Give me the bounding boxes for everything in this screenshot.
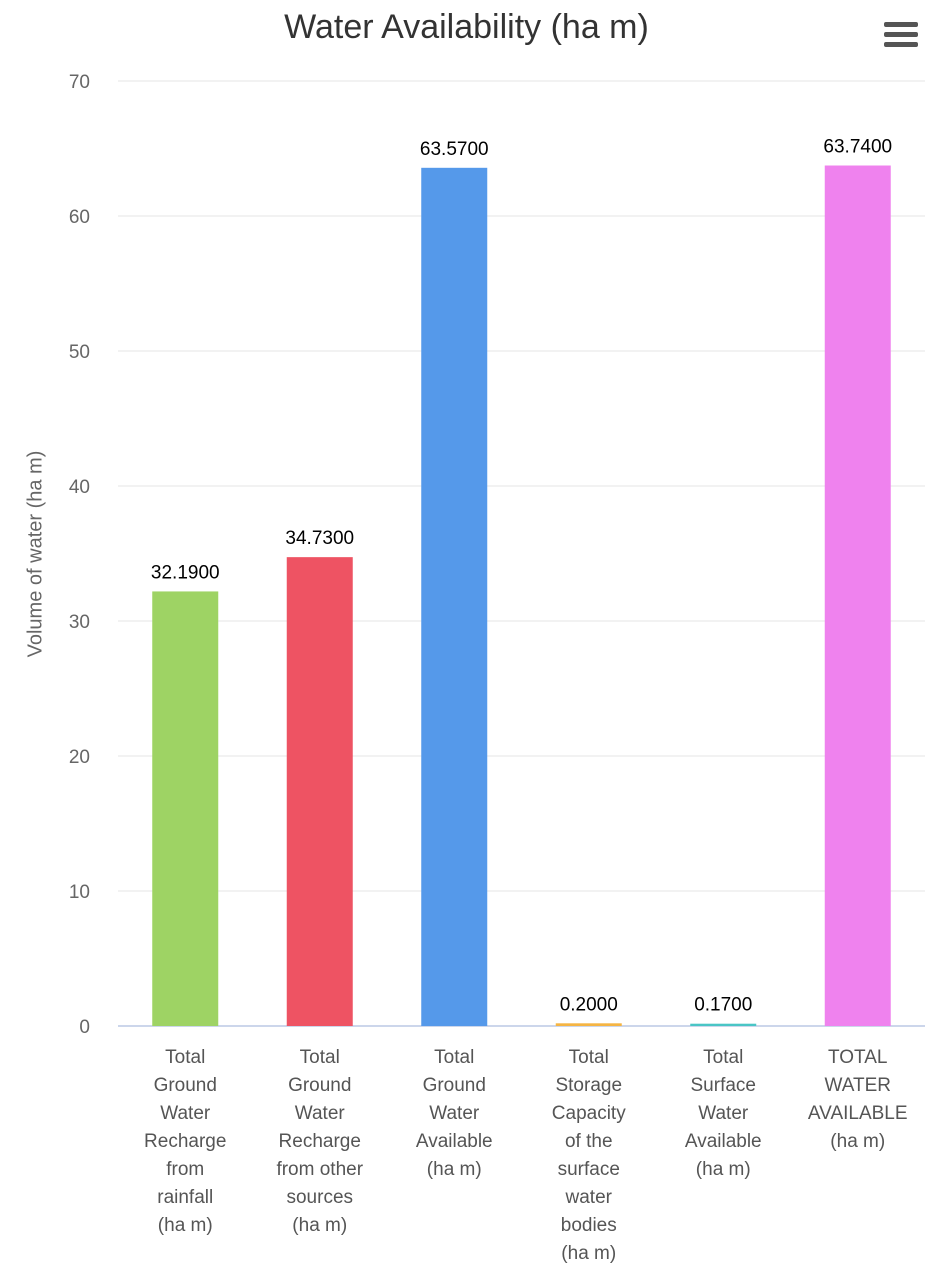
y-tick-label: 20 xyxy=(69,747,90,768)
data-label: 34.7300 xyxy=(285,528,354,549)
x-tick-label: Total Storage Capacity of the surface water bo… xyxy=(552,1047,626,1264)
x-tick-label: Total Ground Water Recharge from rainfall (ha … xyxy=(144,1047,226,1236)
y-tick-label: 30 xyxy=(69,612,90,633)
data-label: 0.1700 xyxy=(694,995,752,1016)
data-label: 63.5700 xyxy=(420,139,489,160)
y-tick-label: 50 xyxy=(69,342,90,363)
bar-5[interactable] xyxy=(690,1023,757,1026)
y-tick-label: 60 xyxy=(69,207,90,228)
hamburger-menu-icon[interactable] xyxy=(884,22,918,50)
y-tick-label: 0 xyxy=(79,1017,90,1038)
y-tick-label: 40 xyxy=(69,477,90,498)
bar-2[interactable] xyxy=(286,557,353,1026)
data-label: 63.7400 xyxy=(823,137,892,158)
x-tick-label: Total Ground Water Available (ha m) xyxy=(416,1047,493,1180)
x-tick-label: TOTAL WATER AVAILABLE (ha m) xyxy=(808,1047,908,1152)
x-tick-label: Total Surface Water Available (ha m) xyxy=(685,1047,762,1180)
x-tick-label: Total Ground Water Recharge from other source… xyxy=(276,1047,363,1236)
bar-6[interactable] xyxy=(824,165,891,1026)
bar-4[interactable] xyxy=(555,1023,622,1026)
bar-1[interactable] xyxy=(152,591,219,1026)
bar-3[interactable] xyxy=(421,167,488,1026)
chart-title: Water Availability (ha m) xyxy=(284,8,649,46)
y-tick-label: 10 xyxy=(69,882,90,903)
data-label: 0.2000 xyxy=(560,994,618,1015)
y-tick-label: 70 xyxy=(69,72,90,93)
data-label: 32.1900 xyxy=(151,562,220,583)
